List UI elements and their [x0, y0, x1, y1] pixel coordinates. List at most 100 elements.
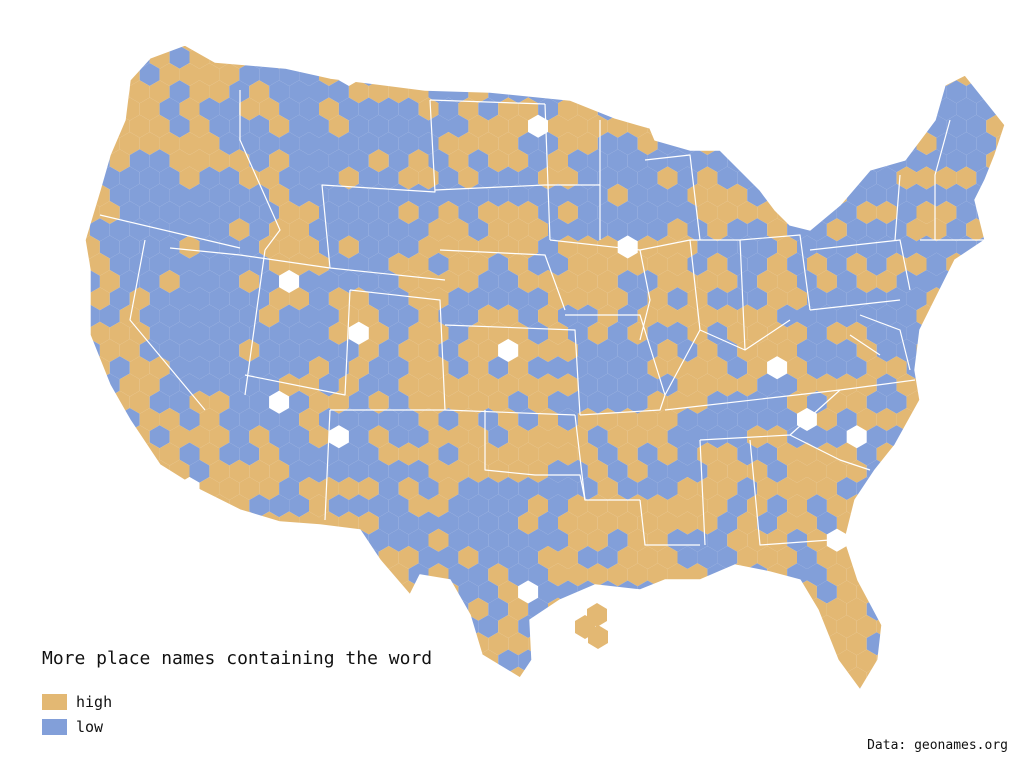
hex-cell — [398, 477, 419, 500]
hex-cell — [816, 132, 837, 155]
hex-cell — [697, 339, 718, 362]
hex-cell — [219, 97, 240, 121]
hex-cell — [378, 201, 399, 224]
hex-cell — [647, 45, 668, 69]
hex-cell — [169, 390, 190, 414]
hex-cell — [597, 477, 618, 500]
hex-cell — [886, 494, 907, 518]
hex-cell — [597, 546, 618, 569]
hex-cell — [348, 390, 369, 414]
hex-cell — [269, 114, 290, 138]
hex-cell — [378, 45, 399, 52]
hex-cell — [299, 45, 319, 52]
hex-cell — [299, 684, 319, 690]
hex-cell — [836, 97, 857, 121]
hex-cell — [826, 356, 847, 380]
hex-cell — [697, 45, 718, 52]
hex-cell — [328, 459, 349, 483]
hex-cell — [607, 183, 628, 207]
hex-cell — [568, 218, 588, 242]
hex-cell — [617, 45, 638, 52]
hex-cell — [617, 201, 638, 224]
hex-cell — [876, 45, 897, 52]
hex-cell — [846, 528, 867, 552]
hex-cell — [388, 459, 409, 483]
hex-cell — [926, 459, 947, 483]
hex-cell — [826, 252, 847, 276]
hex-cell — [189, 321, 210, 345]
hex-cell — [348, 666, 369, 690]
hex-cell — [707, 287, 728, 311]
hex-cell — [538, 304, 558, 328]
hex-cell — [807, 425, 827, 449]
hex-cell — [687, 425, 708, 449]
hex-cell — [239, 477, 260, 500]
hex-cell — [816, 45, 837, 52]
hex-cell — [448, 45, 469, 69]
hex-cell — [687, 80, 708, 104]
hex-cell — [368, 149, 389, 173]
hex-cell — [458, 45, 479, 52]
hex-cell — [458, 373, 479, 397]
hex-cell — [757, 373, 778, 397]
hex-cell — [328, 563, 349, 587]
hex-cell — [169, 425, 190, 449]
hex-cell — [368, 459, 389, 483]
hex-cell — [637, 132, 658, 155]
hex-cell — [757, 615, 778, 638]
hex-cell — [568, 183, 588, 207]
hex-cell — [468, 425, 489, 449]
hex-cell — [866, 80, 887, 104]
hex-cell — [259, 63, 280, 86]
hex-cell — [179, 270, 200, 293]
hex-cell — [239, 97, 260, 121]
hex-cell — [677, 201, 698, 224]
hex-cell — [548, 528, 568, 552]
hex-cell — [119, 45, 140, 52]
hex-cell — [249, 183, 270, 207]
hex-cell — [89, 321, 110, 345]
hex-cell — [966, 563, 987, 587]
hex-cell — [707, 494, 728, 518]
hex-cell — [458, 477, 479, 500]
hex-cell — [797, 373, 817, 397]
hex-cell — [777, 477, 797, 500]
hex-cell — [488, 563, 509, 587]
hex-cell — [129, 666, 150, 690]
hex-cell — [498, 649, 519, 673]
hex-cell — [836, 615, 857, 638]
hex-cell — [866, 563, 887, 587]
hex-cell — [60, 98, 80, 121]
hex-cell — [259, 304, 280, 328]
hex-cell — [727, 494, 748, 518]
hex-cell — [577, 339, 598, 362]
hex-cell — [189, 252, 210, 276]
hex-cell — [787, 252, 807, 276]
hex-cell — [707, 597, 728, 621]
hex-cell — [408, 149, 429, 173]
hex-cell — [677, 270, 698, 293]
hex-cell — [199, 201, 220, 224]
hex-cell — [518, 546, 539, 569]
hex-cell — [687, 390, 708, 414]
hex-cell — [826, 666, 847, 690]
hex-cell — [647, 287, 668, 311]
hex-cell — [229, 425, 250, 449]
hex-cell — [408, 321, 429, 345]
hex-cell — [956, 649, 977, 673]
hex-cell — [398, 546, 419, 569]
hex-cell — [119, 546, 140, 569]
hex-cell — [597, 201, 618, 224]
hex-cell — [797, 546, 817, 569]
hex-cell — [418, 511, 439, 535]
hex-cell — [856, 649, 877, 673]
hex-cell — [936, 97, 957, 121]
hex-cell — [747, 632, 768, 656]
hex-cell — [518, 235, 539, 259]
hex-cell — [388, 597, 409, 621]
hex-cell — [657, 580, 678, 604]
hex-cell — [209, 528, 230, 552]
hex-cell — [657, 201, 678, 224]
hex-cell — [179, 580, 200, 604]
hex-cell — [159, 339, 180, 362]
